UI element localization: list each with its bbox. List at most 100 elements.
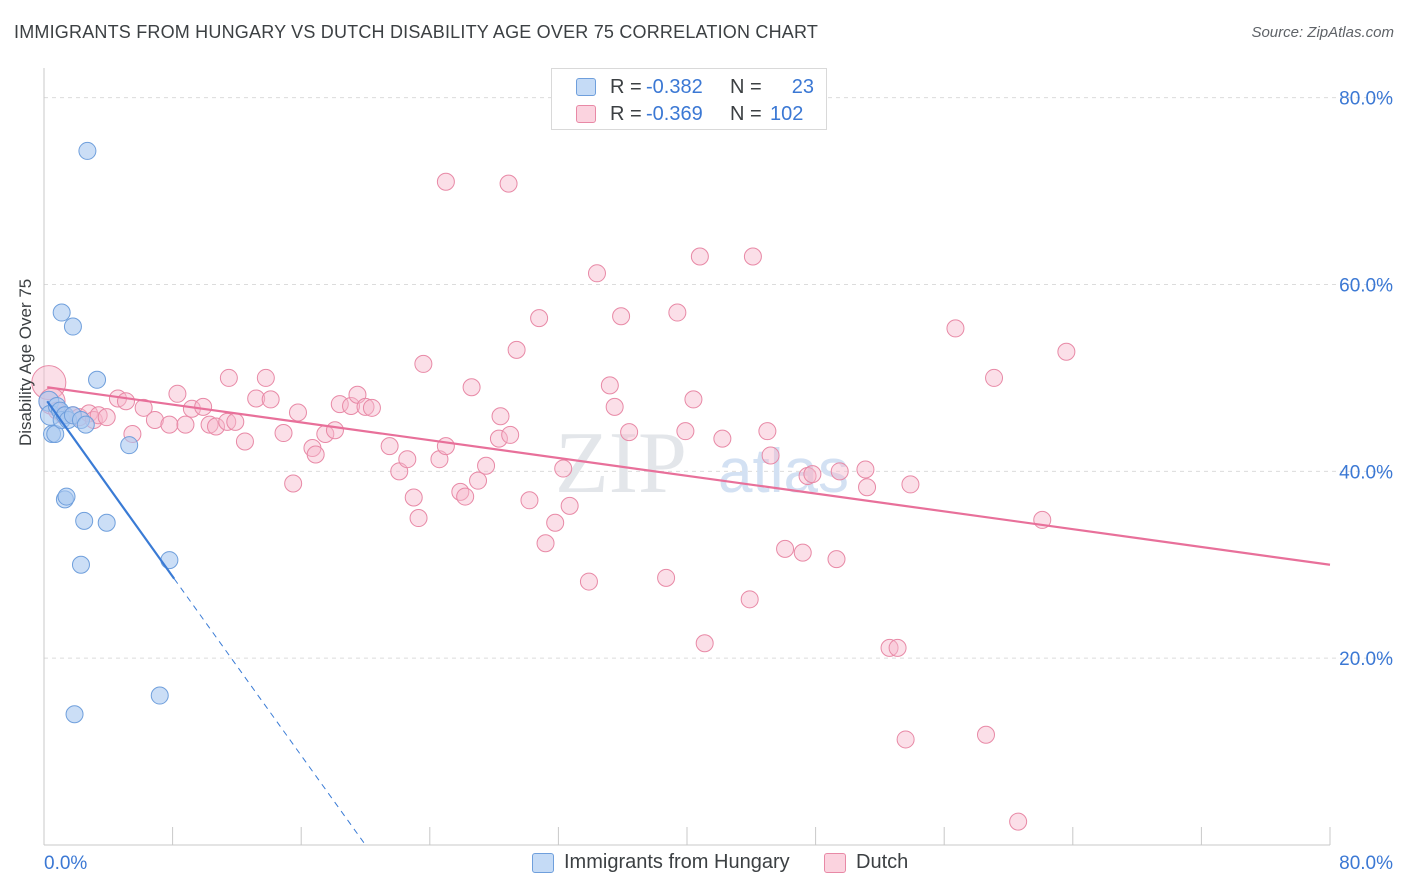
hungary-points <box>38 141 179 724</box>
dutch-point <box>356 397 375 416</box>
bottom-legend-hungary: Immigrants from Hungary <box>532 851 790 874</box>
dutch-point <box>501 425 520 444</box>
dutch-point <box>901 475 920 494</box>
dutch-point <box>274 424 293 443</box>
y-tick-label: 40.0% <box>1339 462 1393 483</box>
dutch-point <box>579 572 598 591</box>
dutch-point <box>116 392 135 411</box>
dutch-point <box>546 513 565 532</box>
dutch-point <box>176 415 195 434</box>
legend-n-value: 23 <box>791 75 814 98</box>
legend-row-dutch: R = -0.369 N = 102 <box>576 102 814 126</box>
hungary-point <box>65 705 84 724</box>
dutch-point <box>207 417 226 436</box>
dutch-point <box>713 429 732 448</box>
dutch-point <box>830 462 849 481</box>
dutch-point <box>976 725 995 744</box>
dutch-point <box>612 307 631 326</box>
dutch-point <box>325 421 344 440</box>
bottom-legend-swatch-dutch <box>824 852 846 873</box>
dutch-point <box>758 422 777 441</box>
y-axis-label: Disability Age Over 75 <box>16 278 35 446</box>
bottom-legend-label-dutch: Dutch <box>856 851 909 873</box>
dutch-point <box>342 396 361 415</box>
dutch-point <box>684 390 703 409</box>
dutch-point <box>134 398 153 417</box>
dutch-point <box>235 432 254 451</box>
dutch-point <box>380 437 399 456</box>
y-tick-label: 80.0% <box>1339 89 1393 110</box>
dutch-point <box>499 174 518 193</box>
dutch-point <box>605 397 624 416</box>
dutch-point <box>1009 812 1028 831</box>
dutch-point <box>97 408 116 427</box>
y-tick-label: 20.0% <box>1339 649 1393 670</box>
legend-r-value: -0.369 <box>646 102 703 125</box>
dutch-point <box>145 410 164 429</box>
hungary-point <box>120 436 139 455</box>
dutch-point <box>489 429 508 448</box>
dutch-point <box>288 403 307 422</box>
dutch-point <box>690 247 709 266</box>
dutch-point <box>776 539 795 558</box>
hungary-point <box>52 303 71 322</box>
hungary-point <box>71 555 90 574</box>
y-tick-label: 60.0% <box>1339 276 1393 297</box>
hungary-point <box>75 511 94 530</box>
dutch-point <box>793 543 812 562</box>
dutch-point <box>985 368 1004 387</box>
legend-swatch-dutch <box>576 105 596 123</box>
hungary-trend-line <box>46 400 176 580</box>
dutch-point <box>587 264 606 283</box>
dutch-point <box>409 509 428 528</box>
grid-lines <box>44 97 1394 659</box>
dutch-point <box>404 488 423 507</box>
dutch-point <box>414 354 433 373</box>
dutch-point <box>306 445 325 464</box>
dutch-point <box>554 459 573 478</box>
dutch-point <box>743 247 762 266</box>
legend-r-value: -0.382 <box>646 75 703 98</box>
dutch-point <box>477 456 496 475</box>
dutch-point <box>491 407 510 426</box>
dutch-point <box>284 474 303 493</box>
dutch-point <box>740 590 759 609</box>
dutch-point <box>600 376 619 395</box>
hungary-point <box>76 415 95 434</box>
dutch-point <box>695 634 714 653</box>
dutch-point <box>761 446 780 465</box>
dutch-point <box>536 534 555 553</box>
dutch-point <box>398 450 417 469</box>
dutch-point <box>520 491 539 510</box>
dutch-point <box>620 423 639 442</box>
dutch-point <box>896 730 915 749</box>
dutch-point <box>560 496 579 515</box>
dutch-point <box>168 384 187 403</box>
legend-r-label: R = <box>610 75 642 98</box>
hungary-point <box>160 551 179 570</box>
axes <box>43 68 1331 846</box>
legend-n-label: N = <box>730 102 762 125</box>
legend-swatch-hungary <box>576 78 596 96</box>
dutch-point <box>330 395 349 414</box>
legend-n-value: 102 <box>770 102 804 125</box>
dutch-point <box>436 437 455 456</box>
dutch-point <box>827 550 846 569</box>
dutch-point <box>668 303 687 322</box>
hungary-point <box>78 141 97 160</box>
bottom-legend-dutch: Dutch <box>824 851 908 874</box>
dutch-point <box>803 465 822 484</box>
hungary-point <box>57 487 76 506</box>
legend-row-hungary: R = -0.382 N = 23 <box>576 75 814 99</box>
hungary-point <box>88 370 107 389</box>
dutch-point <box>507 340 526 359</box>
dutch-point <box>676 422 695 441</box>
dutch-point <box>858 478 877 497</box>
bottom-legend-swatch-hungary <box>532 852 554 873</box>
dutch-point <box>226 412 245 431</box>
hungary-trend-extension <box>173 578 366 846</box>
legend-n-label: N = <box>730 75 762 98</box>
x-tick-label: 0.0% <box>44 853 87 874</box>
dutch-point <box>946 319 965 338</box>
